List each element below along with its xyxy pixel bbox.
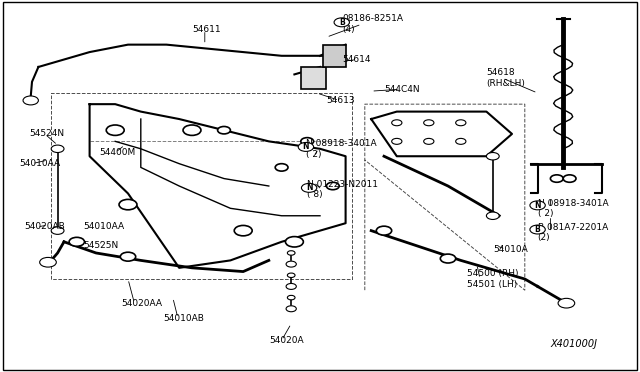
Text: 54618
(RH&LH): 54618 (RH&LH) (486, 68, 525, 88)
Text: 54611: 54611 (192, 25, 221, 34)
Circle shape (286, 283, 296, 289)
Circle shape (287, 251, 295, 255)
Circle shape (558, 298, 575, 308)
Text: 54010AB: 54010AB (163, 314, 204, 323)
Text: N: N (534, 201, 541, 210)
Text: 54400M: 54400M (99, 148, 136, 157)
Text: N: N (306, 183, 312, 192)
Text: B: B (339, 18, 344, 27)
Circle shape (456, 120, 466, 126)
Bar (323, 45, 346, 67)
Circle shape (563, 175, 576, 182)
Circle shape (234, 225, 252, 236)
Circle shape (424, 138, 434, 144)
Circle shape (106, 125, 124, 135)
Text: 54020AB: 54020AB (24, 222, 65, 231)
Circle shape (285, 237, 303, 247)
Text: 54613: 54613 (326, 96, 355, 105)
Circle shape (286, 261, 296, 267)
Text: 54020A: 54020A (269, 336, 303, 345)
Text: B: B (535, 225, 540, 234)
Circle shape (334, 18, 349, 27)
Circle shape (69, 237, 84, 246)
Text: N 08918-3401A
( 2): N 08918-3401A ( 2) (306, 139, 376, 158)
Text: N 08918-3401A
( 2): N 08918-3401A ( 2) (538, 199, 608, 218)
Circle shape (301, 138, 314, 145)
Circle shape (530, 225, 545, 234)
Circle shape (23, 96, 38, 105)
Circle shape (376, 226, 392, 235)
Circle shape (392, 138, 402, 144)
Circle shape (301, 183, 317, 192)
Text: 54010AA: 54010AA (83, 222, 124, 231)
Circle shape (286, 306, 296, 312)
Circle shape (119, 199, 137, 210)
Circle shape (51, 145, 64, 153)
Circle shape (326, 182, 339, 190)
Circle shape (440, 254, 456, 263)
Text: 54500 (RH)
54501 (LH): 54500 (RH) 54501 (LH) (467, 269, 518, 289)
Circle shape (486, 212, 499, 219)
Circle shape (51, 227, 64, 234)
Circle shape (287, 273, 295, 278)
Circle shape (550, 175, 563, 182)
Text: 54525N: 54525N (83, 241, 118, 250)
Bar (301, 67, 326, 89)
Circle shape (424, 120, 434, 126)
Text: N: N (303, 142, 309, 151)
Text: B 081A7-2201A
(2): B 081A7-2201A (2) (538, 223, 608, 242)
Circle shape (298, 142, 314, 151)
Text: 54524N: 54524N (29, 129, 64, 138)
Text: 54010A: 54010A (493, 245, 527, 254)
Text: X401000J: X401000J (550, 339, 597, 349)
Circle shape (275, 164, 288, 171)
Circle shape (218, 126, 230, 134)
Text: 08186-8251A
(4): 08186-8251A (4) (342, 15, 403, 34)
Circle shape (120, 252, 136, 261)
Circle shape (530, 201, 545, 210)
Circle shape (183, 125, 201, 135)
Text: 544C4N: 544C4N (384, 85, 420, 94)
Text: 54020AA: 54020AA (122, 299, 163, 308)
Circle shape (392, 120, 402, 126)
Circle shape (287, 295, 295, 300)
Text: 54010AA: 54010AA (19, 159, 60, 168)
Text: N 01223-N2011
( 8): N 01223-N2011 ( 8) (307, 180, 378, 199)
Text: 54614: 54614 (342, 55, 371, 64)
Circle shape (40, 257, 56, 267)
Circle shape (456, 138, 466, 144)
Circle shape (486, 153, 499, 160)
